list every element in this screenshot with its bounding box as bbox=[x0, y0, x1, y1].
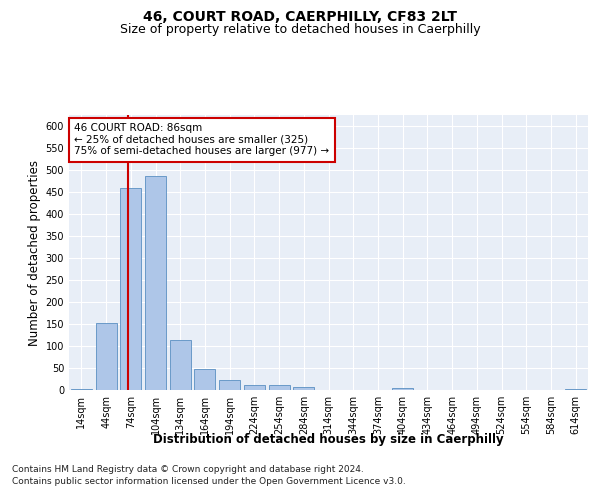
Text: 46, COURT ROAD, CAERPHILLY, CF83 2LT: 46, COURT ROAD, CAERPHILLY, CF83 2LT bbox=[143, 10, 457, 24]
Text: Size of property relative to detached houses in Caerphilly: Size of property relative to detached ho… bbox=[119, 22, 481, 36]
Bar bbox=[194, 369, 215, 390]
Text: 46 COURT ROAD: 86sqm
← 25% of detached houses are smaller (325)
75% of semi-deta: 46 COURT ROAD: 86sqm ← 25% of detached h… bbox=[74, 123, 329, 156]
Text: Distribution of detached houses by size in Caerphilly: Distribution of detached houses by size … bbox=[154, 432, 504, 446]
Bar bbox=[219, 380, 240, 390]
Bar bbox=[293, 387, 314, 390]
Bar bbox=[71, 388, 92, 390]
Text: Contains HM Land Registry data © Crown copyright and database right 2024.: Contains HM Land Registry data © Crown c… bbox=[12, 465, 364, 474]
Text: Contains public sector information licensed under the Open Government Licence v3: Contains public sector information licen… bbox=[12, 478, 406, 486]
Bar bbox=[565, 388, 586, 390]
Bar bbox=[95, 322, 116, 390]
Y-axis label: Number of detached properties: Number of detached properties bbox=[28, 160, 41, 346]
Bar bbox=[244, 385, 265, 390]
Bar bbox=[392, 388, 413, 390]
Bar bbox=[145, 176, 166, 390]
Bar bbox=[120, 188, 141, 390]
Bar bbox=[269, 385, 290, 390]
Bar bbox=[170, 340, 191, 390]
